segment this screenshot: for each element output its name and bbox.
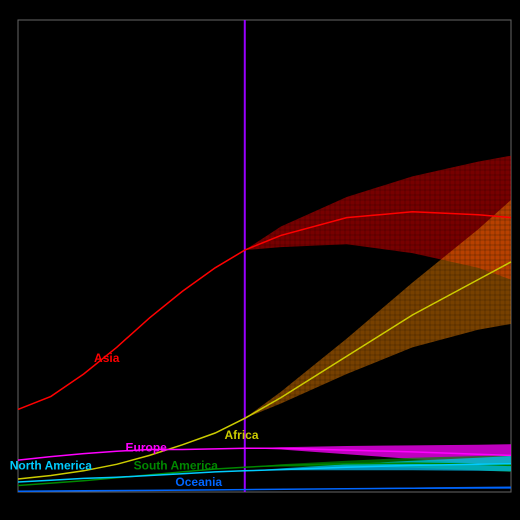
- europe-label: Europe: [126, 440, 168, 454]
- africa-label: Africa: [224, 428, 258, 442]
- south_america-label: South America: [134, 459, 219, 473]
- asia-label: Asia: [94, 351, 120, 365]
- oceania-label: Oceania: [175, 475, 222, 489]
- north_america-label: North America: [10, 459, 93, 473]
